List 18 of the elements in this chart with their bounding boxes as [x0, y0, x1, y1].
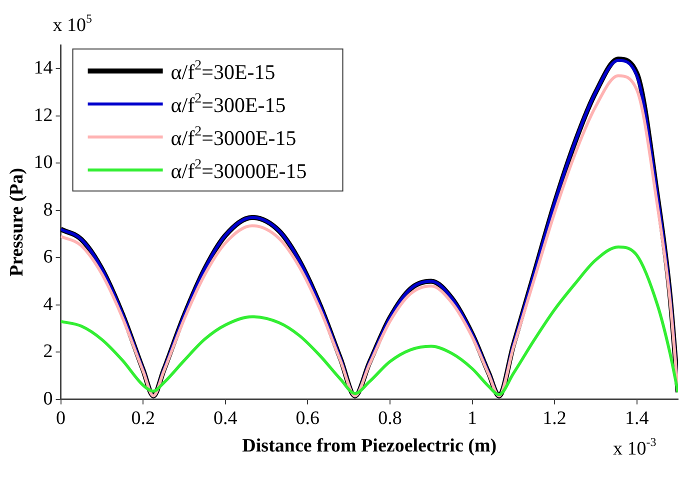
y-tick-label: 0	[43, 388, 53, 410]
x-tick-label: 0.2	[131, 408, 155, 429]
x-axis-title: Distance from Piezoelectric (m)	[242, 436, 497, 457]
y-tick-label: 14	[34, 58, 54, 79]
y-tick-label: 6	[43, 246, 53, 268]
x-tick-label: 1	[468, 408, 478, 429]
y-axis-title: Pressure (Pa)	[6, 168, 28, 276]
x-tick-label: 0.6	[296, 408, 320, 429]
y-tick-label: 4	[43, 294, 54, 315]
x-tick-label: 0.8	[378, 408, 402, 429]
y-tick-label: 2	[43, 341, 53, 362]
y-tick-label: 8	[43, 199, 53, 220]
x-tick-label: 1.2	[542, 408, 566, 429]
y-tick-label: 12	[34, 104, 53, 126]
y-tick-label: 10	[34, 152, 53, 174]
x-tick-label: 1.4	[624, 408, 650, 429]
line-series	[60, 246, 678, 396]
x-tick-label: 0.4	[214, 408, 238, 429]
